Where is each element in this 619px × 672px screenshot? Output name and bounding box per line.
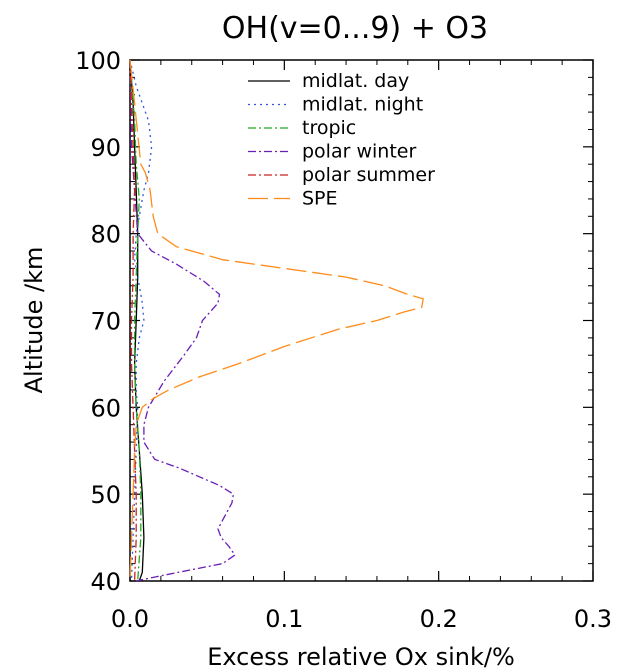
y-axis-label: Altitude /km [20,247,48,394]
x-tick-label: 0.0 [111,605,149,633]
series-line [129,59,236,582]
y-tick-label: 70 [90,308,121,336]
legend-label: polar summer [302,164,435,186]
y-tick-label: 90 [90,134,121,162]
y-tick-label: 100 [75,47,121,75]
chart-title: OH(v=0...9) + O3 [222,11,488,46]
series-layer [129,59,424,582]
series-line [129,59,142,582]
y-tick-label: 50 [90,481,121,509]
legend-label: midlat. day [302,70,409,92]
series-line [129,59,424,582]
y-tick-label: 80 [90,221,121,249]
series-line [129,59,145,582]
series-line [129,59,137,582]
x-axis-label: Excess relative Ox sink/% [207,643,515,671]
y-tick-label: 40 [90,568,121,596]
axes: 0.0 0.1 0.2 0.3 40 50 60 70 80 90 100 [75,47,612,633]
y-tick-label: 60 [90,394,121,422]
x-tick-label: 0.2 [420,605,458,633]
legend-label: midlat. night [302,94,423,116]
legend-label: tropic [302,117,356,139]
legend-label: polar winter [302,141,416,163]
x-tick-label: 0.3 [574,605,612,633]
legend-label: SPE [302,188,338,210]
plot-frame [129,59,594,582]
x-tick-label: 0.1 [265,605,303,633]
